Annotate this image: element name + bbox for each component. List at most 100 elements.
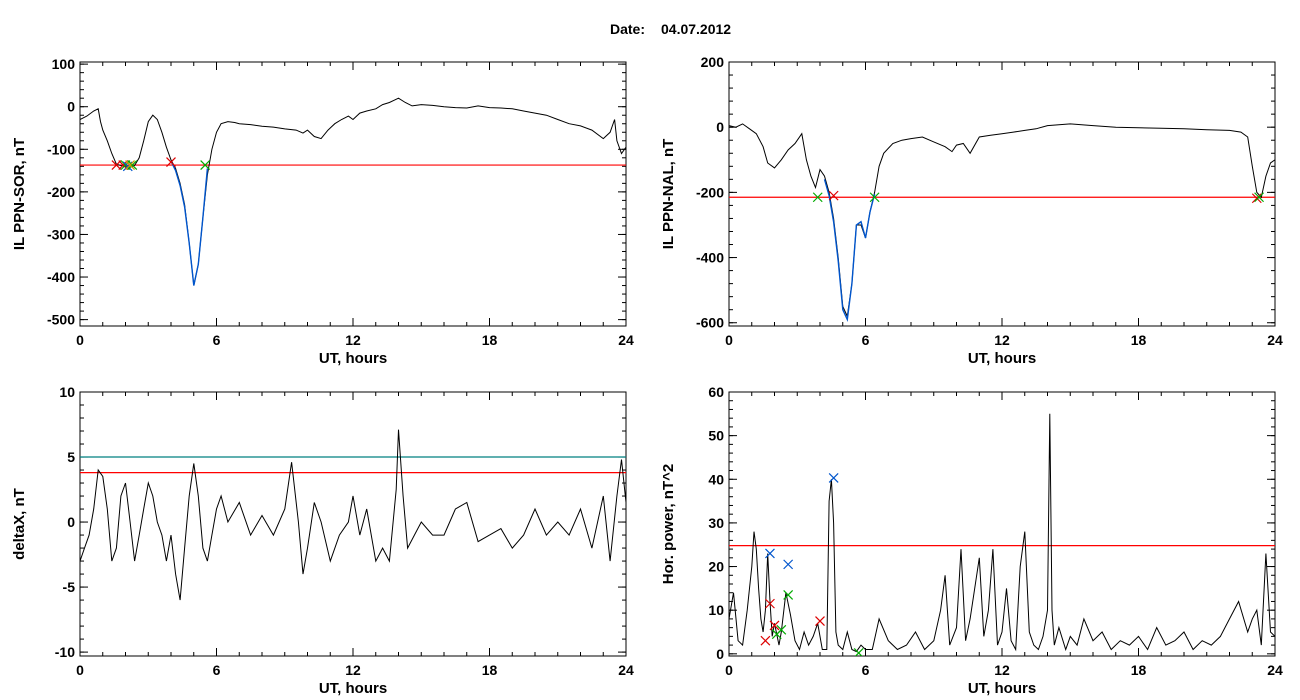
cross-marker-stroke-b: [783, 559, 794, 570]
cross-marker: [783, 589, 794, 600]
cross-marker-stroke-b: [1254, 192, 1264, 203]
x-tick-label: 18: [482, 662, 498, 678]
cross-marker-stroke-b: [854, 648, 864, 656]
cross-marker: [1251, 193, 1262, 204]
plot-frame: [79, 61, 627, 327]
y-tick-label: -400: [47, 269, 75, 285]
x-tick-label: 0: [725, 332, 733, 348]
x-axis-label: UT, hours: [968, 680, 1036, 697]
x-tick-label: 0: [76, 662, 84, 678]
cross-marker-stroke-b: [783, 589, 794, 600]
x-tick-label: 6: [862, 662, 870, 678]
cross-marker: [783, 559, 794, 570]
cross-marker: [760, 635, 771, 646]
x-tick-label: 0: [76, 332, 84, 348]
cross-marker: [125, 160, 135, 170]
x-tick-label: 6: [862, 332, 870, 348]
cross-marker: [200, 160, 211, 170]
y-tick-label: 30: [708, 515, 724, 531]
plot-data: [80, 97, 626, 286]
y-axis-label: deltaX, nT: [11, 488, 28, 560]
x-axis-label: UT, hours: [319, 350, 387, 367]
cross-marker-stroke-b: [765, 598, 775, 609]
cross-marker: [828, 190, 839, 201]
y-tick-label: 0: [716, 119, 724, 135]
series-line-0: [80, 429, 626, 601]
y-tick-label: -200: [47, 184, 75, 200]
x-tick-label: 24: [618, 332, 634, 348]
cross-marker: [828, 473, 839, 483]
y-tick-label: 200: [701, 54, 725, 70]
cross-marker-stroke-b: [812, 192, 823, 203]
y-axis-label: Hor. power, nT^2: [660, 464, 677, 584]
cross-marker: [769, 620, 780, 631]
x-tick-label: 18: [1131, 662, 1147, 678]
cross-marker-stroke-b: [828, 473, 839, 483]
x-tick-label: 12: [345, 662, 361, 678]
cross-marker-stroke-b: [769, 620, 780, 631]
x-tick-label: 12: [994, 332, 1010, 348]
cross-marker: [812, 192, 823, 203]
y-tick-label: 5: [67, 449, 75, 465]
cross-marker: [869, 192, 880, 203]
y-tick-label: 20: [708, 559, 724, 575]
cross-marker-stroke-b: [166, 157, 176, 167]
x-tick-label: 12: [345, 332, 361, 348]
y-axis-label: IL PPN-SOR, nT: [11, 138, 28, 250]
series-line-1: [170, 160, 209, 286]
series-line-1: [823, 179, 876, 323]
chart-panel-p2: 0 6 12 18 24 -600 -400 -200 0 200 UT, hours IL PPN-…: [660, 54, 1283, 367]
x-tick-label: 24: [618, 662, 634, 678]
plot-data: [729, 123, 1275, 323]
cross-marker-stroke-b: [828, 190, 839, 201]
cross-marker: [776, 624, 787, 635]
y-tick-label: -300: [47, 226, 75, 242]
y-tick-label: -5: [63, 579, 76, 595]
y-tick-label: 100: [52, 56, 76, 72]
cross-marker: [853, 648, 864, 656]
chart-panel-p1: 0 6 12 18 24 -500 -400 -300 -200 -100 0 100 UT, hour…: [11, 56, 634, 367]
x-tick-label: 6: [213, 332, 221, 348]
x-axis-label: UT, hours: [319, 680, 387, 697]
cross-marker-stroke-b: [765, 548, 775, 559]
y-tick-label: 40: [708, 471, 724, 487]
x-tick-label: 24: [1267, 662, 1283, 678]
y-tick-label: 10: [708, 602, 724, 618]
y-axis-label: IL PPN-NAL, nT: [660, 139, 677, 250]
cross-marker: [815, 616, 825, 627]
cross-marker: [765, 598, 775, 609]
y-tick-label: 0: [67, 99, 75, 115]
plot-frame: [79, 391, 627, 657]
series-line-0: [80, 97, 626, 286]
date-label: Date:: [610, 21, 645, 37]
cross-marker-stroke-b: [1251, 193, 1262, 204]
x-tick-label: 6: [213, 662, 221, 678]
y-tick-label: -200: [696, 184, 724, 200]
cross-marker-stroke-b: [125, 160, 135, 170]
y-tick-label: 0: [716, 646, 724, 662]
date-value: 04.07.2012: [661, 21, 731, 37]
cross-marker-stroke-b: [776, 624, 787, 635]
y-tick-label: -400: [696, 250, 724, 266]
y-tick-label: -500: [47, 312, 75, 328]
series-line-0: [729, 413, 1275, 653]
series-line-0: [729, 123, 1275, 318]
y-tick-label: -10: [55, 644, 75, 660]
cross-marker-stroke-b: [760, 635, 771, 646]
cross-marker-stroke-b: [127, 160, 138, 170]
cross-marker-stroke-b: [869, 192, 880, 203]
x-axis-label: UT, hours: [968, 350, 1036, 367]
cross-marker: [127, 160, 138, 170]
x-tick-label: 12: [994, 662, 1010, 678]
chart-panel-p3: 0 6 12 18 24 -10 -5 0 5 10 UT, hours deltaX, nT: [11, 384, 634, 697]
y-tick-label: 60: [708, 384, 724, 400]
y-tick-label: -100: [47, 141, 75, 157]
x-tick-label: 18: [482, 332, 498, 348]
y-tick-label: -600: [696, 315, 724, 331]
plot-frame: [728, 61, 1276, 327]
cross-marker-stroke-b: [815, 616, 825, 627]
plot-data: [80, 429, 626, 601]
plot-frame: [728, 391, 1276, 657]
